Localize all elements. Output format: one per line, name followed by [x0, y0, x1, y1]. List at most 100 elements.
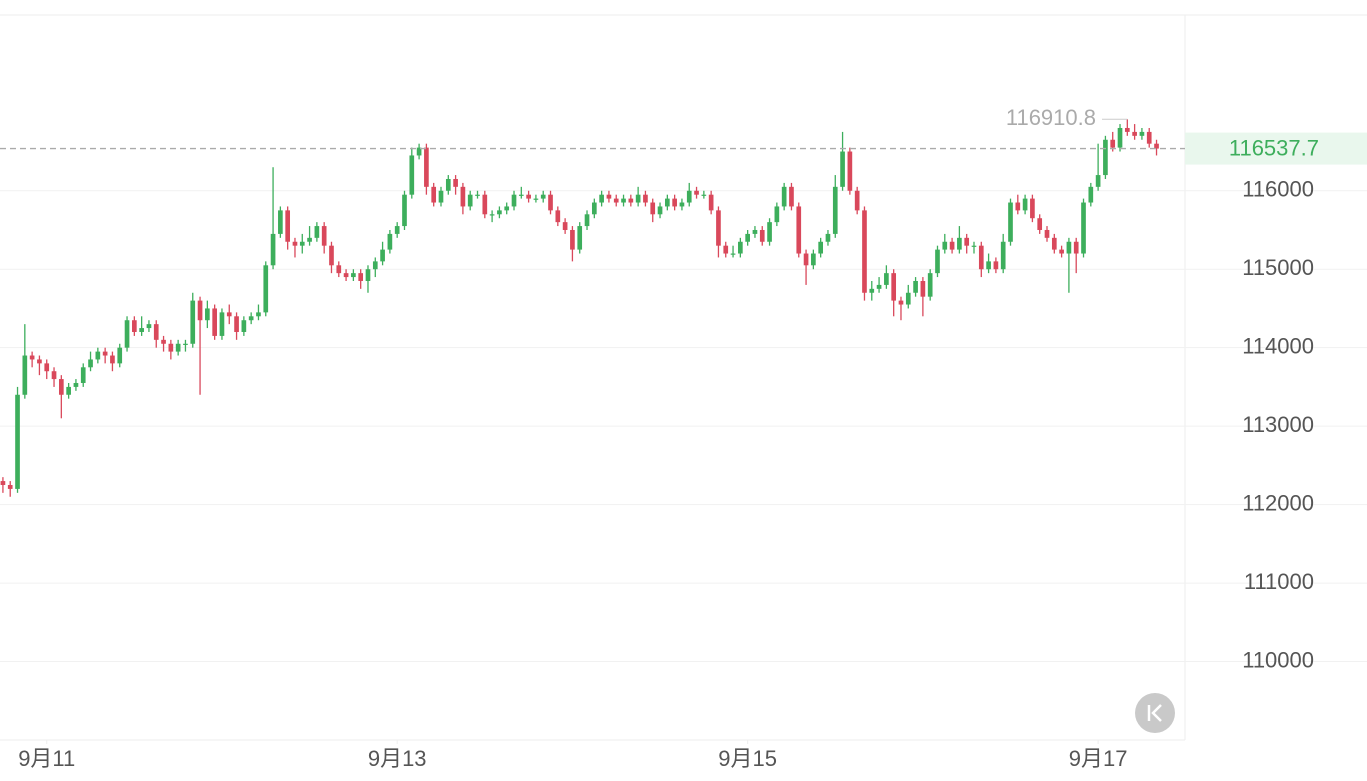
candle-body: [730, 253, 736, 255]
candle-body: [591, 202, 597, 215]
candle-body: [394, 226, 400, 234]
candle-body: [175, 343, 181, 352]
candle-body: [1146, 131, 1152, 144]
candle-body: [613, 198, 619, 203]
candle-body: [438, 190, 444, 203]
candle-body: [270, 233, 276, 266]
candle-body: [7, 484, 13, 489]
candle-body: [467, 194, 473, 207]
candle-body: [263, 265, 269, 313]
candle-body: [526, 194, 531, 199]
candle-body: [767, 222, 772, 242]
candle-body: [869, 288, 875, 293]
candle-body: [307, 237, 312, 242]
candle-body: [759, 229, 765, 242]
candle-body: [628, 198, 634, 203]
button-icon[interactable]: [1147, 704, 1162, 722]
candle-body: [643, 194, 648, 203]
candle-body: [460, 186, 466, 207]
candle-body: [1088, 186, 1094, 203]
candle-body: [957, 237, 962, 250]
candle-body: [1117, 127, 1123, 148]
candle-body: [146, 324, 152, 329]
last-price-box: [1185, 132, 1367, 165]
candle-body: [1110, 139, 1116, 148]
candle-body: [95, 351, 101, 360]
candle-body: [292, 241, 298, 246]
y-tick-label: 116000: [1242, 177, 1314, 202]
reset-button[interactable]: [1135, 693, 1175, 733]
candle-body: [1000, 241, 1006, 270]
candle-body: [562, 222, 568, 230]
candle-body: [686, 190, 692, 203]
candle-body: [51, 371, 57, 380]
candle-body: [884, 273, 889, 285]
candle-body: [402, 194, 407, 227]
candle-body: [409, 155, 415, 195]
candle-body: [920, 280, 926, 297]
candle-body: [351, 273, 356, 278]
candle-body: [1103, 139, 1108, 176]
candle-body: [1030, 198, 1035, 219]
candle-body: [847, 151, 853, 191]
candle-body: [657, 206, 663, 215]
candle-body: [58, 379, 64, 395]
candle-body: [672, 198, 677, 207]
candle-body: [1066, 241, 1072, 254]
candle-body: [993, 261, 999, 270]
button-circle[interactable]: [1135, 693, 1175, 733]
candle-body: [723, 245, 729, 254]
candle-body: [825, 233, 831, 242]
candle-body: [949, 241, 955, 250]
candle-body: [789, 186, 794, 207]
candle-body: [219, 312, 225, 336]
candle-body: [15, 394, 20, 489]
candle-body: [0, 481, 6, 485]
candle-body: [781, 186, 787, 207]
candle-body: [299, 241, 305, 246]
candle-body: [840, 151, 845, 187]
candle-body: [606, 194, 612, 199]
candle-body: [803, 253, 809, 266]
candle-body: [88, 359, 93, 368]
candle-body: [329, 245, 334, 266]
candle-body: [365, 269, 371, 281]
y-tick-label: 114000: [1242, 333, 1314, 358]
candle-body: [285, 210, 291, 242]
candle-body: [905, 292, 911, 305]
candle-body: [153, 324, 159, 340]
candle-body: [679, 202, 685, 207]
x-tick-label: 9月17: [1069, 746, 1128, 771]
candle-body: [774, 206, 780, 223]
candle-body: [321, 226, 327, 246]
candle-body: [862, 210, 867, 293]
candle-body: [504, 206, 510, 211]
y-tick-label: 115000: [1242, 255, 1314, 280]
candle-body: [205, 308, 210, 321]
candle-body: [1095, 175, 1101, 187]
candle-body: [343, 273, 349, 278]
candle-body: [876, 284, 882, 289]
candle-body: [533, 198, 539, 200]
candle-body: [37, 359, 42, 364]
candle-body: [497, 210, 502, 215]
candle-body: [1037, 218, 1043, 230]
candle-body: [927, 273, 933, 297]
candle-body: [752, 229, 758, 234]
y-tick-label: 112000: [1242, 490, 1314, 515]
candle-body: [716, 210, 721, 246]
candle-body: [832, 186, 838, 234]
candle-body: [1139, 131, 1145, 136]
candle-body: [1132, 131, 1137, 136]
candle-body: [66, 386, 71, 395]
candle-body: [102, 351, 108, 356]
candle-body: [1073, 241, 1079, 254]
candle-body: [891, 273, 897, 301]
candle-body: [738, 241, 743, 254]
candle-body: [424, 147, 429, 187]
candle-body: [416, 147, 422, 156]
candle-body: [665, 198, 670, 207]
candle-body: [110, 355, 115, 364]
candle-body: [445, 178, 451, 191]
